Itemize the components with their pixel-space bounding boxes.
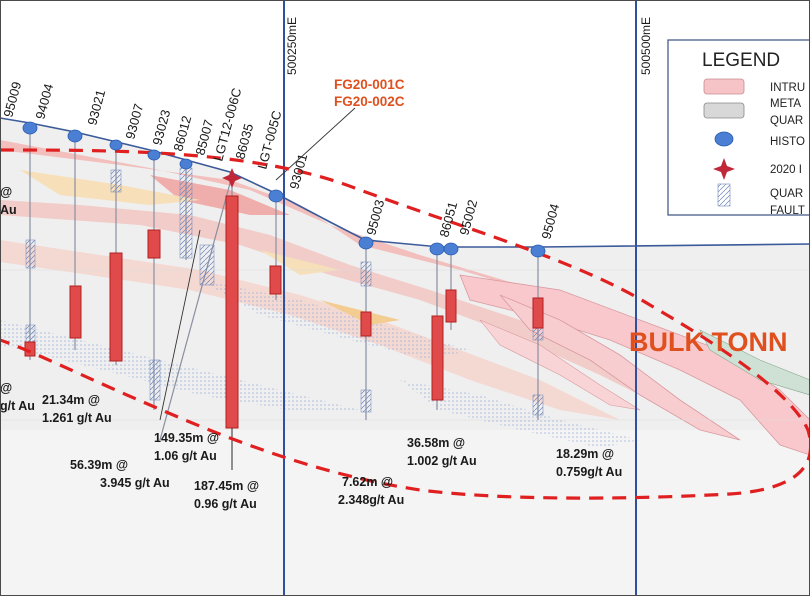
collar-dot-icon bbox=[530, 244, 546, 258]
intercept-bar bbox=[147, 229, 161, 259]
collar-dot-icon bbox=[109, 139, 123, 151]
collar-dot-icon bbox=[268, 189, 284, 203]
intercept-labels: @ g/t Au 21.34m @ 1.261 g/t Au 56.39m @ … bbox=[0, 185, 622, 511]
legend-item-label: META bbox=[770, 98, 801, 110]
easting-label-500250: 500250mE bbox=[285, 17, 299, 75]
intercept-label: 7.62m @ bbox=[342, 475, 393, 489]
legend-title: LEGEND bbox=[702, 50, 780, 71]
new-hole-label: FG20-002C bbox=[334, 94, 405, 109]
new-hole-label: FG20-001C bbox=[334, 77, 405, 92]
hatch-icon bbox=[717, 183, 731, 207]
intercept-label: 3.945 g/t Au bbox=[100, 476, 170, 490]
legend-item-label: HISTO bbox=[770, 136, 805, 148]
intercept-label: 2.348g/t Au bbox=[338, 493, 404, 507]
new-hole-star-icon bbox=[222, 168, 242, 188]
intercept-bars bbox=[24, 195, 544, 429]
collar-dot-icon bbox=[358, 236, 374, 250]
intercept-bar bbox=[431, 315, 444, 401]
intercept-label: 36.58m @ bbox=[407, 436, 465, 450]
pink-box-swatch bbox=[703, 78, 745, 95]
intercept-bar bbox=[269, 265, 282, 295]
red-star-icon bbox=[713, 158, 735, 180]
leader-lines bbox=[159, 107, 356, 470]
legend-box bbox=[667, 39, 810, 216]
collar-dot-icon bbox=[67, 129, 83, 143]
intercept-bar bbox=[109, 252, 123, 362]
intercept-label: @ bbox=[0, 185, 12, 199]
intercept-bar bbox=[360, 311, 372, 337]
intercept-label: @ bbox=[0, 381, 12, 395]
intrusive-dykes bbox=[459, 274, 810, 456]
intercept-label: 0.759g/t Au bbox=[556, 465, 622, 479]
intercept-bar bbox=[225, 195, 239, 429]
collar-dot-icon bbox=[147, 149, 161, 161]
legend-item-label: 2020 I bbox=[770, 164, 802, 176]
intercept-label: 187.45m @ bbox=[194, 479, 259, 493]
easting-label-500500: 500500mE bbox=[639, 17, 653, 75]
collar-markers bbox=[22, 121, 546, 258]
blue-dot-icon bbox=[714, 131, 734, 147]
collar-dot-icon bbox=[443, 242, 459, 256]
intercept-bar bbox=[532, 297, 544, 329]
intercept-bar bbox=[69, 285, 82, 339]
collar-dot-icon bbox=[429, 242, 445, 256]
legend-item-label: INTRU bbox=[770, 82, 805, 94]
intercept-label: 56.39m @ bbox=[70, 458, 128, 472]
section-gridlines bbox=[0, 269, 810, 421]
legend-item-label: QUAR bbox=[770, 115, 803, 127]
bulk-tonnage-outline bbox=[0, 148, 810, 500]
intercept-label: 1.002 g/t Au bbox=[407, 454, 477, 468]
lower-ground-zone bbox=[0, 430, 810, 595]
intercept-label: 1.261 g/t Au bbox=[42, 411, 112, 425]
intercept-label: 21.34m @ bbox=[42, 393, 100, 407]
legend-item-label: FAULT bbox=[770, 205, 805, 217]
intercept-label: 149.35m @ bbox=[154, 431, 219, 445]
intercept-label: g/t Au bbox=[0, 399, 35, 413]
collar-dot-icon bbox=[179, 158, 193, 170]
grey-box-swatch bbox=[703, 102, 745, 119]
intercept-label: Au bbox=[0, 203, 17, 217]
bulk-tonnage-label: BULK TONN bbox=[629, 327, 788, 357]
intercept-label: 1.06 g/t Au bbox=[154, 449, 217, 463]
legend: LEGEND INTRU META QUAR HISTO 2020 I QUAR… bbox=[667, 39, 810, 217]
collar-dot-icon bbox=[22, 121, 38, 135]
intercept-bar bbox=[445, 289, 457, 323]
legend-item-label: QUAR bbox=[770, 188, 803, 200]
intercept-label: 18.29m @ bbox=[556, 447, 614, 461]
intercept-label: 0.96 g/t Au bbox=[194, 497, 257, 511]
